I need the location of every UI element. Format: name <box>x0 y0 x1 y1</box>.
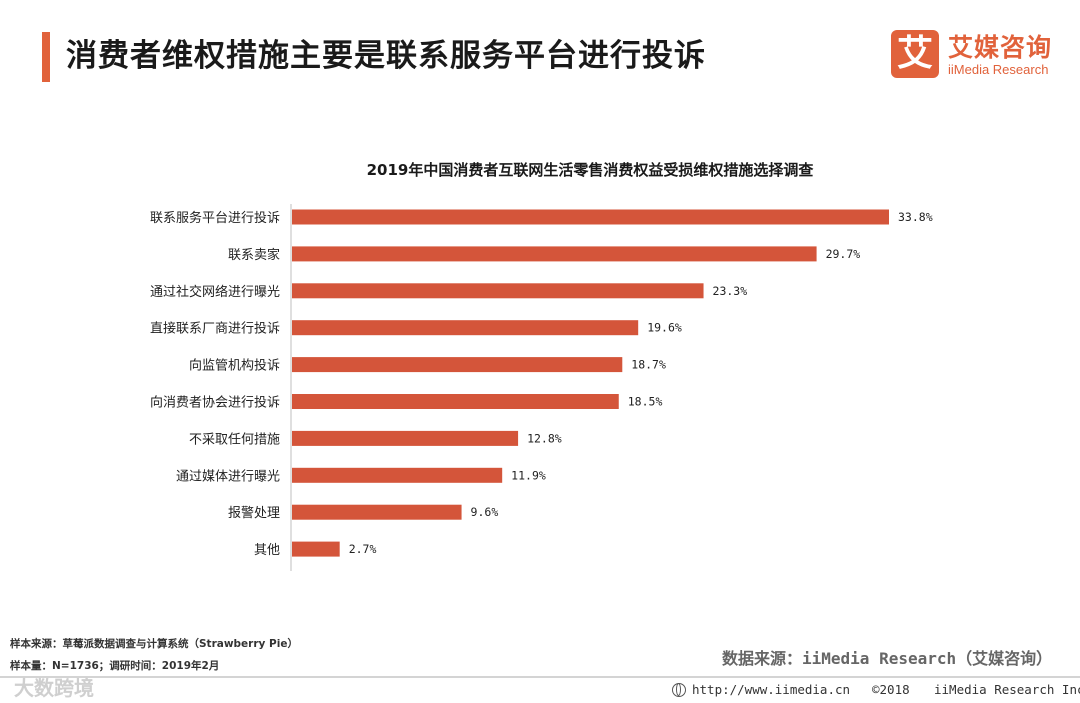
bar <box>292 504 462 520</box>
category-label: 不采取任何措施 <box>189 431 280 447</box>
bar <box>292 283 704 299</box>
value-label: 19.6% <box>647 321 682 335</box>
value-label: 18.5% <box>628 395 663 409</box>
bar <box>292 246 817 262</box>
globe-icon <box>672 683 686 697</box>
chart-title: 2019年中国消费者互联网生活零售消费权益受损维权措施选择调查 <box>367 161 815 179</box>
logo-subtitle: iiMedia Research <box>948 62 1049 77</box>
page-title: 消费者维权措施主要是联系服务平台进行投诉 <box>66 38 706 74</box>
watermark: 大数跨境 <box>14 676 94 700</box>
category-label: 通过媒体进行曝光 <box>176 469 280 484</box>
logo-name: 艾媒咨询 <box>948 33 1053 62</box>
bar-chart: 2019年中国消费者互联网生活零售消费权益受损维权措施选择调查 联系服务平台进行… <box>150 161 933 571</box>
value-label: 18.7% <box>631 358 666 372</box>
bar <box>292 394 619 409</box>
footer-divider <box>0 676 1080 678</box>
logo-mark-icon: 艾 <box>891 30 939 78</box>
bar <box>292 541 340 557</box>
sample-source: 样本来源：草莓派数据调查与计算系统（Strawberry Pie） <box>10 638 298 650</box>
copyright: ©2018 <box>872 682 910 697</box>
category-label: 通过社交网络进行曝光 <box>150 284 280 300</box>
bar <box>292 430 519 446</box>
category-label: 联系卖家 <box>228 247 280 263</box>
brand-logo: 艾 艾媒咨询 iiMedia Research <box>883 26 1068 84</box>
category-label: 向监管机构投诉 <box>189 358 280 374</box>
website-link[interactable]: http://www.iimedia.cn <box>692 682 851 697</box>
value-label: 9.6% <box>471 505 499 519</box>
category-label: 其他 <box>254 543 280 558</box>
company-name: iiMedia Research Inc <box>934 682 1080 697</box>
bar <box>292 320 639 336</box>
bar <box>292 209 889 225</box>
value-label: 2.7% <box>349 542 377 556</box>
category-label: 直接联系厂商进行投诉 <box>150 321 280 337</box>
value-label: 33.8% <box>898 210 933 224</box>
category-label: 联系服务平台进行投诉 <box>150 210 280 226</box>
sample-size: 样本量：N=1736；调研时间：2019年2月 <box>10 660 220 672</box>
bar <box>292 467 503 483</box>
value-label: 29.7% <box>826 247 861 261</box>
title-accent-bar <box>42 32 50 82</box>
value-label: 23.3% <box>713 284 748 298</box>
value-label: 11.9% <box>511 468 546 482</box>
category-label: 报警处理 <box>228 505 280 521</box>
value-label: 12.8% <box>527 431 562 445</box>
bar <box>292 357 623 373</box>
category-label: 向消费者协会进行投诉 <box>150 395 280 411</box>
data-source: 数据来源：iiMedia Research（艾媒咨询） <box>722 649 1053 668</box>
